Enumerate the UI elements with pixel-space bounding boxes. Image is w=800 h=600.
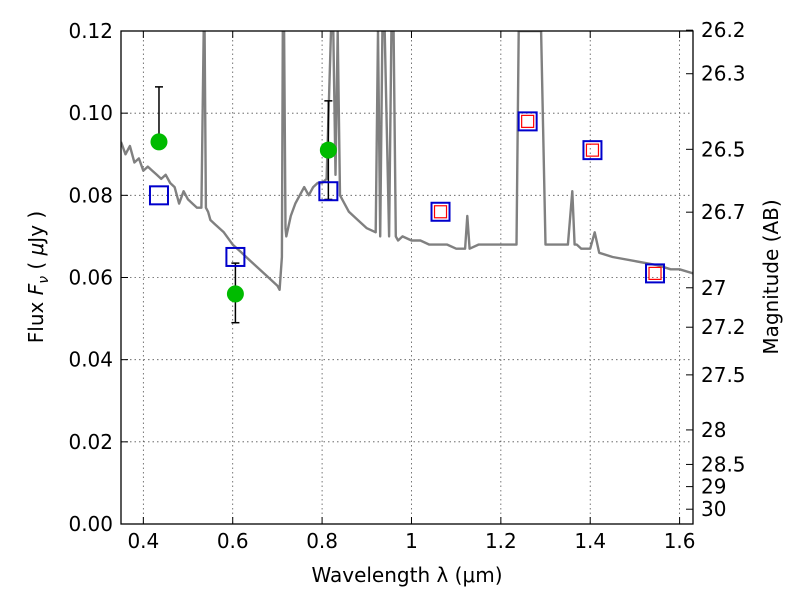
data-layer <box>121 31 693 291</box>
model-band-square <box>517 111 538 132</box>
y-right-tick-label: 30 <box>701 497 726 521</box>
y-right-tick-label: 27.5 <box>701 363 746 387</box>
x-tick-label: 1.2 <box>485 529 517 553</box>
x-tick-label: 1.6 <box>664 529 696 553</box>
observed-point <box>150 133 168 151</box>
y-right-tick-label: 26.7 <box>701 200 746 224</box>
predicted-band-square <box>433 205 448 219</box>
y-tick-label: 0.00 <box>68 512 113 536</box>
model-band-square <box>582 140 603 161</box>
y-tick-label: 0.08 <box>68 183 113 207</box>
model-band-square <box>318 181 339 202</box>
y-tick-label: 0.10 <box>68 101 113 125</box>
y-right-tick-label: 28 <box>701 418 726 442</box>
observed-point <box>319 141 337 159</box>
observed-point <box>226 285 244 303</box>
y-right-tick-label: 26.3 <box>701 62 746 86</box>
model-band-square <box>148 185 169 206</box>
x-tick-label: 1 <box>405 529 418 553</box>
x-tick-label: 0.8 <box>306 529 338 553</box>
y-tick-label: 0.12 <box>68 19 113 43</box>
model-band-square <box>645 263 666 284</box>
y-right-tick-label: 27 <box>701 276 726 300</box>
y-right-tick-label: 26.5 <box>701 137 746 161</box>
model-band-square <box>225 246 246 267</box>
y-right-tick-label: 29 <box>701 475 726 499</box>
marker-layer <box>148 86 666 324</box>
y-tick-label: 0.04 <box>68 348 113 372</box>
y-right-tick-label: 26.2 <box>701 18 746 42</box>
y-right-tick-label: 27.2 <box>701 315 746 339</box>
x-axis-title: Wavelength λ (μm) <box>311 563 502 587</box>
y-axis-right-title: Magnitude (AB) <box>759 199 783 354</box>
x-tick-label: 1.4 <box>574 529 606 553</box>
model-band-square <box>430 201 451 222</box>
y-tick-label: 0.02 <box>68 430 113 454</box>
predicted-band-square <box>521 114 535 128</box>
x-tick-label: 0.4 <box>127 529 159 553</box>
x-tick-label: 0.6 <box>217 529 249 553</box>
predicted-band-square <box>648 266 662 280</box>
predicted-band-square <box>585 143 600 157</box>
y-tick-label: 0.06 <box>68 266 113 290</box>
y-right-tick-label: 28.5 <box>701 452 746 476</box>
ticks: 0.4 0.6 0.8 1 1.2 1.4 1.6 0.00 0.02 0.04 0.06 0.08 0… <box>68 18 745 553</box>
y-axis-title: Flux Fν ( μJy ) <box>24 211 52 343</box>
model-spectrum-line <box>121 31 693 291</box>
